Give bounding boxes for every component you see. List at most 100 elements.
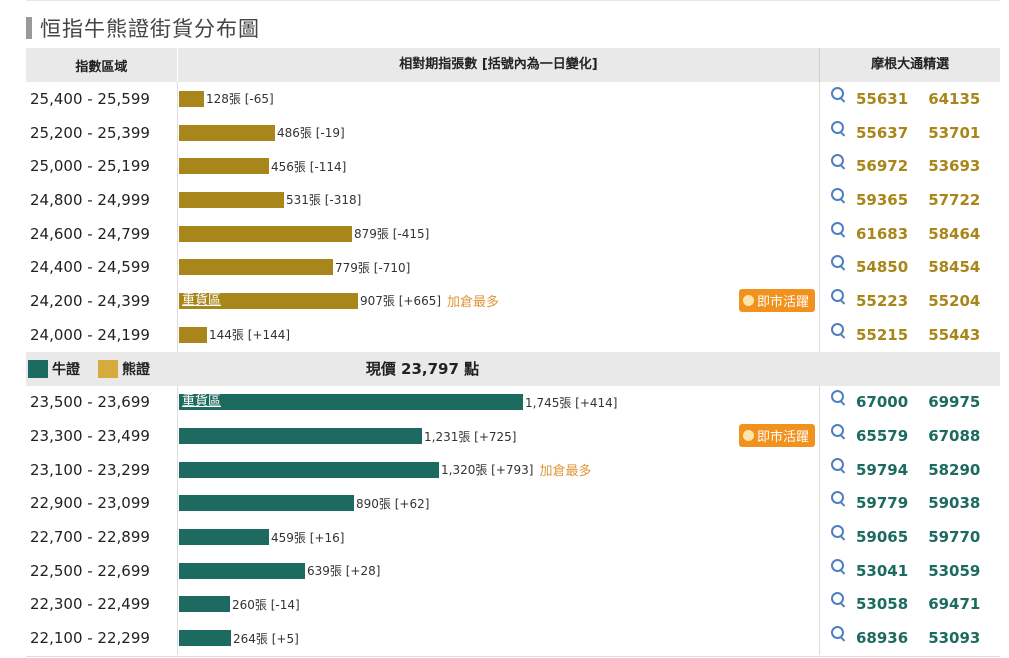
search-icon[interactable] [830,86,848,104]
warrant-code-link[interactable]: 55215 [856,325,909,344]
index-range: 24,800 - 24,999 [30,190,150,209]
search-icon[interactable] [830,120,848,138]
search-icon[interactable] [830,490,848,508]
bull-quantity-bar[interactable] [179,495,354,512]
warrant-code-link[interactable]: 53093 [928,629,981,648]
bull-quantity-bar[interactable] [179,529,269,546]
search-icon[interactable] [830,389,848,407]
warrant-code-link[interactable]: 53041 [856,561,909,580]
hot-badge-button[interactable]: 即市活躍 [738,289,815,313]
search-icon-ring [831,120,844,134]
warrant-code-link[interactable]: 69975 [928,393,981,412]
warrant-code-link[interactable]: 56972 [856,157,909,176]
warrant-code-link[interactable]: 53701 [928,123,981,142]
search-icon[interactable] [830,524,848,542]
index-range: 24,400 - 24,599 [30,258,150,277]
search-icon[interactable] [830,625,848,643]
hot-badge-button[interactable]: 即市活躍 [738,424,815,448]
bear-quantity-bar[interactable] [179,326,207,343]
warrant-code-link[interactable]: 55631 [856,89,909,108]
table-row: 23,100 - 23,299 1,320張 [+793] 加倉最多 59794 582… [26,452,1000,487]
warrant-code-link[interactable]: 59065 [856,528,909,547]
bear-quantity-bar[interactable] [179,191,284,208]
warrant-code-link[interactable]: 65579 [856,427,909,446]
warrant-code-link[interactable]: 61683 [856,224,909,243]
picks-cell: 65579 67088 [819,419,999,453]
warrant-code-link[interactable]: 55637 [856,123,909,142]
warrant-code-link[interactable]: 58290 [928,460,981,479]
picks-cell: 59794 58290 [819,452,999,487]
search-icon-ring [831,288,844,302]
warrant-code-link[interactable]: 64135 [928,89,981,108]
bear-quantity-bar[interactable] [179,225,352,242]
warrant-code-link[interactable]: 59038 [928,494,981,513]
quantity-cell: 128張 [-65] [177,82,819,116]
bear-quantity-bar[interactable] [179,158,269,175]
warrant-code-link[interactable]: 67000 [856,393,909,412]
search-icon[interactable] [830,221,848,239]
bull-quantity-bar[interactable] [179,428,422,445]
bull-quantity-bar[interactable] [179,596,230,613]
bear-quantity-bar[interactable] [179,259,333,276]
warrant-code-link[interactable]: 58464 [928,224,981,243]
table-row: 24,600 - 24,799 879張 [-415] 61683 58464 [26,216,1000,251]
search-icon[interactable] [830,187,848,205]
bull-quantity-bar[interactable] [179,461,439,478]
index-range: 23,100 - 23,299 [30,460,150,479]
most-added-note: 加倉最多 [539,464,592,480]
heavy-zone-label[interactable]: 重貨區 [182,394,222,410]
quantity-cell: 260張 [-14] [177,587,819,622]
warrant-code-link[interactable]: 59794 [856,460,909,479]
search-icon[interactable] [830,423,848,441]
warrant-code-link[interactable]: 55443 [928,325,981,344]
bull-quantity-bar[interactable]: 重貨區 [179,394,523,411]
bear-quantity-bar[interactable]: 重貨區 [179,292,358,309]
search-icon[interactable] [830,558,848,576]
search-icon[interactable] [830,457,848,475]
picks-cell: 53058 69471 [819,587,999,622]
warrant-code-link[interactable]: 58454 [928,258,981,277]
page-title: 恒指牛熊證街貨分布圖 [26,10,260,46]
quantity-label: 486張 [-19] [277,126,345,141]
quantity-cell: 890張 [+62] [177,486,819,521]
bull-quantity-bar[interactable] [179,562,305,579]
search-icon-handle [839,298,846,305]
warrant-code-link[interactable]: 69471 [928,595,981,614]
table-row: 22,700 - 22,899 459張 [+16] 59065 59770 [26,520,1000,554]
bear-quantity-bar[interactable] [179,90,204,107]
search-icon-handle [839,535,846,541]
warrant-code-link[interactable]: 67088 [928,427,981,446]
warrant-code-link[interactable]: 53693 [928,157,981,176]
warrant-code-link[interactable]: 59779 [856,494,909,513]
search-icon[interactable] [830,591,848,609]
search-icon[interactable] [830,254,848,272]
bull-quantity-bar[interactable] [179,630,231,647]
warrant-code-link[interactable]: 53058 [856,595,909,614]
warrant-code-link[interactable]: 57722 [928,190,981,209]
bear-quantity-bar[interactable] [179,124,275,141]
table-row: 24,200 - 24,399 重貨區 907張 [+665] 加倉最多 即市活躍 552… [26,284,1000,318]
search-icon-ring [831,525,844,539]
quantity-cell: 重貨區 907張 [+665] 加倉最多 即市活躍 [177,284,819,318]
warrant-code-link[interactable]: 59365 [856,190,909,209]
legend-bear-swatch [98,359,118,378]
title-marker [26,17,32,39]
search-icon[interactable] [830,288,848,306]
warrant-code-link[interactable]: 53059 [928,561,981,580]
warrant-code-link[interactable]: 55223 [856,291,909,310]
warrant-code-link[interactable]: 55204 [928,291,981,310]
search-icon-ring [831,86,844,100]
warrant-code-link[interactable]: 59770 [928,528,981,547]
search-icon[interactable] [830,153,848,171]
quantity-label: 459張 [+16] [271,530,345,545]
search-icon[interactable] [830,322,848,340]
heavy-zone-label[interactable]: 重貨區 [182,292,222,308]
warrant-code-link[interactable]: 68936 [856,629,909,648]
table-row: 23,500 - 23,699 重貨區 1,745張 [+414] 67000 6997… [26,385,1000,420]
warrant-code-link[interactable]: 54850 [856,258,909,277]
picks-cell: 67000 69975 [819,385,999,420]
picks-cell: 68936 53093 [819,621,999,655]
picks-cell: 55637 53701 [819,115,999,150]
search-icon-handle [839,197,846,204]
header-picks: 摩根大通精選 [819,48,1000,82]
